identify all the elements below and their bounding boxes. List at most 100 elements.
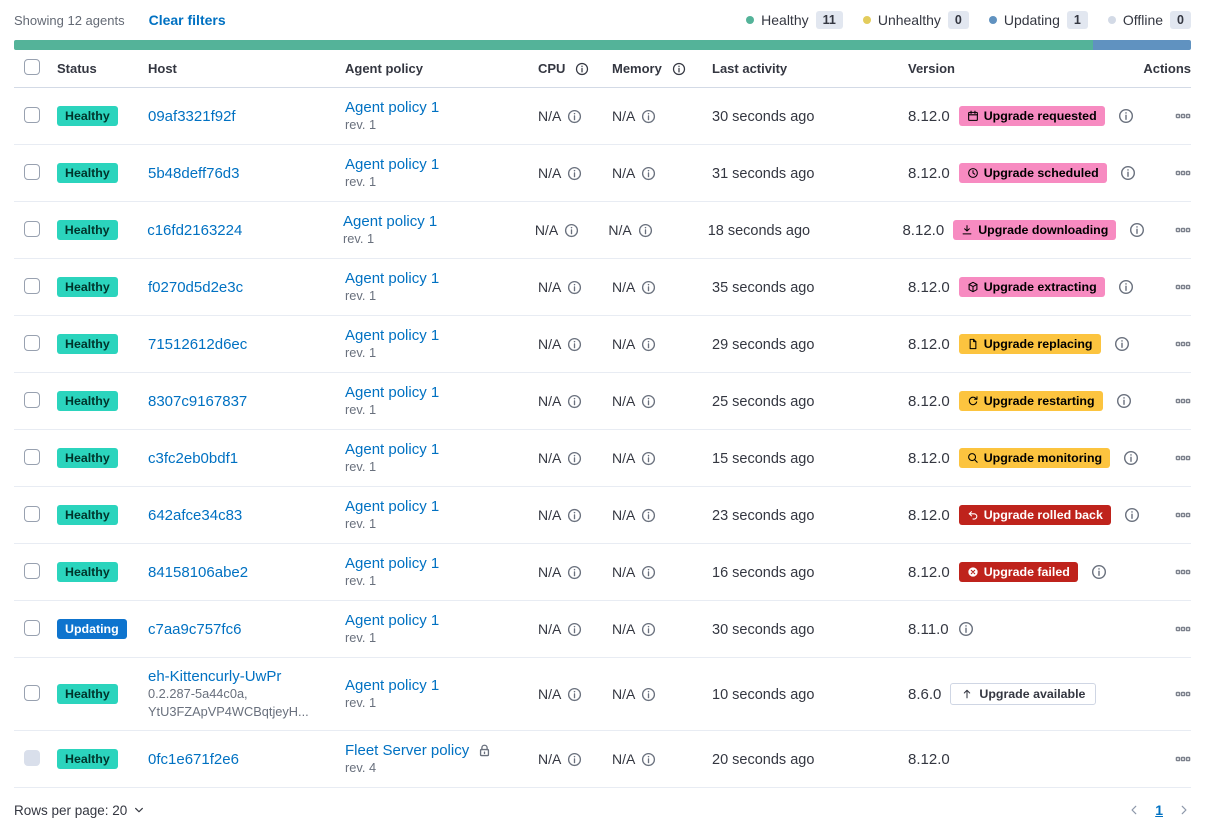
row-checkbox[interactable]: [24, 106, 40, 123]
row-actions-button[interactable]: [1175, 751, 1191, 767]
info-icon[interactable]: [567, 337, 582, 352]
info-icon[interactable]: [638, 223, 653, 238]
package-icon: [967, 281, 979, 293]
previous-page-button[interactable]: [1127, 803, 1141, 817]
agent-policy-link[interactable]: Agent policy 1: [345, 155, 440, 173]
pagination: 1: [1127, 802, 1191, 818]
info-icon[interactable]: [1116, 393, 1132, 409]
row-actions-button[interactable]: [1175, 621, 1191, 637]
info-icon[interactable]: [641, 687, 656, 702]
agent-policy-link[interactable]: Agent policy 1: [345, 497, 440, 515]
row-checkbox[interactable]: [24, 220, 40, 237]
info-icon[interactable]: [567, 687, 582, 702]
row-checkbox[interactable]: [24, 505, 40, 522]
cpu-value: N/A: [538, 165, 562, 181]
document-icon: [967, 338, 979, 350]
host-link[interactable]: f0270d5d2e3c: [148, 278, 244, 296]
agent-policy-link[interactable]: Agent policy 1: [345, 554, 440, 572]
info-icon[interactable]: [641, 752, 656, 767]
info-icon[interactable]: [641, 394, 656, 409]
row-checkbox[interactable]: [24, 448, 40, 465]
info-icon[interactable]: [567, 565, 582, 580]
info-icon[interactable]: [641, 622, 656, 637]
host-link[interactable]: 09af3321f92f: [148, 107, 236, 125]
row-actions-button[interactable]: [1175, 686, 1191, 702]
info-icon[interactable]: [641, 451, 656, 466]
info-icon[interactable]: [564, 223, 579, 238]
info-icon[interactable]: [567, 508, 582, 523]
host-link[interactable]: c16fd2163224: [147, 221, 243, 239]
row-checkbox[interactable]: [24, 684, 40, 701]
download-icon: [961, 224, 973, 236]
info-icon[interactable]: [672, 62, 686, 76]
row-actions-button[interactable]: [1175, 564, 1191, 580]
info-icon[interactable]: [567, 451, 582, 466]
row-actions-button[interactable]: [1175, 507, 1191, 523]
host-link[interactable]: eh-Kittencurly-UwPr: [148, 668, 282, 686]
info-icon[interactable]: [958, 621, 974, 637]
info-icon[interactable]: [1124, 507, 1140, 523]
policy-revision: rev. 1: [345, 458, 377, 474]
row-actions-button[interactable]: [1175, 450, 1191, 466]
row-actions-button[interactable]: [1175, 108, 1191, 124]
host-link[interactable]: 8307c9167837: [148, 392, 248, 410]
rows-per-page-button[interactable]: Rows per page: 20: [14, 803, 146, 818]
info-icon[interactable]: [567, 394, 582, 409]
info-icon[interactable]: [1118, 108, 1134, 124]
row-checkbox[interactable]: [24, 334, 40, 351]
column-header-host: Host: [148, 61, 177, 76]
info-icon[interactable]: [575, 62, 589, 76]
host-link[interactable]: 5b48deff76d3: [148, 164, 240, 182]
agent-policy-link[interactable]: Fleet Server policy: [345, 741, 470, 759]
row-actions-button[interactable]: [1175, 165, 1191, 181]
row-checkbox[interactable]: [24, 562, 40, 579]
info-icon[interactable]: [641, 109, 656, 124]
host-link[interactable]: 84158106abe2: [148, 563, 249, 581]
info-icon[interactable]: [641, 565, 656, 580]
info-icon[interactable]: [567, 280, 582, 295]
host-link[interactable]: c7aa9c757fc6: [148, 620, 242, 638]
info-icon[interactable]: [641, 280, 656, 295]
agent-policy-link[interactable]: Agent policy 1: [345, 440, 440, 458]
info-icon[interactable]: [641, 166, 656, 181]
host-link[interactable]: c3fc2eb0bdf1: [148, 449, 239, 467]
agent-policy-link[interactable]: Agent policy 1: [343, 212, 438, 230]
info-icon[interactable]: [1118, 279, 1134, 295]
info-icon[interactable]: [567, 166, 582, 181]
legend-label: Healthy: [761, 12, 809, 28]
info-icon[interactable]: [1129, 222, 1145, 238]
row-checkbox[interactable]: [24, 619, 40, 636]
info-icon[interactable]: [567, 109, 582, 124]
select-all-checkbox[interactable]: [24, 59, 40, 75]
page-1-button[interactable]: 1: [1155, 802, 1163, 818]
row-actions-button[interactable]: [1175, 393, 1191, 409]
row-actions-button[interactable]: [1175, 222, 1191, 238]
row-actions-button[interactable]: [1175, 336, 1191, 352]
row-checkbox[interactable]: [24, 391, 40, 408]
row-checkbox[interactable]: [24, 163, 40, 180]
agent-policy-link[interactable]: Agent policy 1: [345, 269, 440, 287]
host-link[interactable]: 0fc1e671f2e6: [148, 750, 239, 768]
agent-policy-link[interactable]: Agent policy 1: [345, 676, 440, 694]
info-icon[interactable]: [567, 752, 582, 767]
agent-version: 8.12.0: [908, 506, 950, 524]
info-icon[interactable]: [1091, 564, 1107, 580]
info-icon[interactable]: [1120, 165, 1136, 181]
row-actions-button[interactable]: [1175, 279, 1191, 295]
host-link[interactable]: 642afce34c83: [148, 506, 243, 524]
info-icon[interactable]: [567, 622, 582, 637]
agent-policy-link[interactable]: Agent policy 1: [345, 98, 440, 116]
agent-policy-link[interactable]: Agent policy 1: [345, 383, 440, 401]
clear-filters-link[interactable]: Clear filters: [148, 12, 226, 28]
info-icon[interactable]: [641, 337, 656, 352]
table-row: Healthy 8307c9167837 Agent policy 1 rev. 1 N…: [14, 373, 1191, 430]
info-icon[interactable]: [641, 508, 656, 523]
agent-status-badge: Healthy: [57, 749, 118, 769]
info-icon[interactable]: [1114, 336, 1130, 352]
row-checkbox[interactable]: [24, 277, 40, 294]
agent-policy-link[interactable]: Agent policy 1: [345, 326, 440, 344]
next-page-button[interactable]: [1177, 803, 1191, 817]
host-link[interactable]: 71512612d6ec: [148, 335, 248, 353]
info-icon[interactable]: [1123, 450, 1139, 466]
agent-policy-link[interactable]: Agent policy 1: [345, 611, 440, 629]
